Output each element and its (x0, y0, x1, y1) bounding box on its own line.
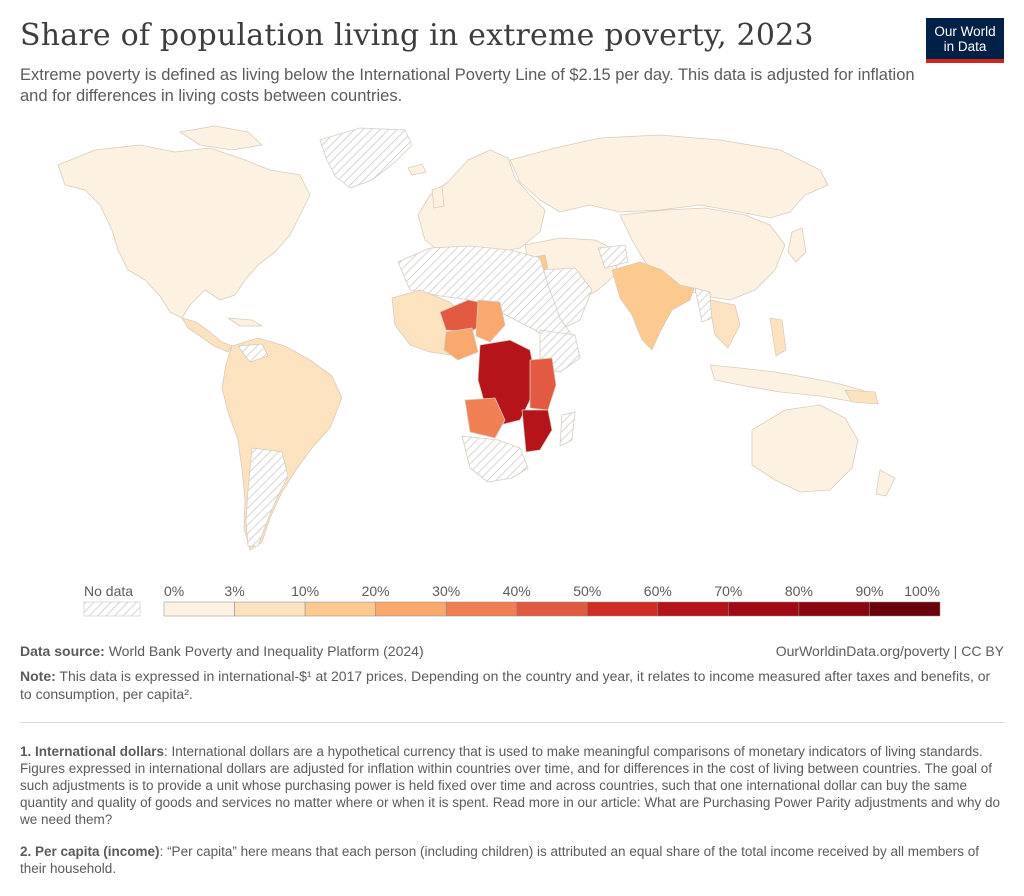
region-canadian-islands[interactable] (179, 125, 263, 151)
owid-logo[interactable]: Our World in Data (926, 18, 1004, 63)
footnote-1: 1. International dollars: International … (20, 743, 1005, 828)
region-japan[interactable] (787, 227, 807, 263)
legend-no-data-swatch (83, 601, 141, 617)
note-label: Note: (20, 668, 56, 684)
note: Note: This data is expressed in internat… (20, 667, 1005, 703)
legend-tick-label: 60% (644, 583, 672, 599)
legend-tick-label: 70% (714, 583, 742, 599)
legend-tick-label: 100% (904, 583, 940, 599)
region-russia[interactable] (509, 134, 829, 219)
logo-line-2: in Data (943, 39, 987, 54)
region-myanmar[interactable] (694, 287, 713, 323)
region-afghanistan[interactable] (597, 244, 629, 269)
region-southern-africa[interactable] (461, 435, 529, 483)
footnote-2: 2. Per capita (income): “Per capita” her… (20, 843, 1005, 877)
region-indonesia[interactable] (709, 364, 869, 403)
legend-tick-label: 20% (362, 583, 390, 599)
footnote-1-text: : International dollars are a hypothetic… (20, 744, 1001, 827)
legend-no-data-label: No data (84, 583, 133, 599)
footnote-2-label: 2. Per capita (income) (20, 844, 160, 859)
credit-link[interactable]: OurWorldinData.org/poverty | CC BY (775, 643, 1004, 659)
region-iceland[interactable] (407, 163, 427, 176)
note-text: This data is expressed in international-… (20, 668, 991, 702)
region-south-america[interactable] (221, 337, 343, 551)
source-text[interactable]: World Bank Poverty and Inequality Platfo… (108, 643, 424, 659)
region-angola[interactable] (464, 397, 506, 439)
data-source: Data source: World Bank Poverty and Ineq… (20, 643, 424, 659)
divider (20, 722, 1005, 723)
legend-tick-label: 90% (855, 583, 883, 599)
region-new-zealand[interactable] (875, 469, 896, 497)
region-east-africa[interactable] (529, 357, 557, 411)
legend-bin-1[interactable] (234, 601, 306, 617)
legend-bin-5[interactable] (516, 601, 588, 617)
region-uk[interactable] (431, 185, 445, 209)
region-india[interactable] (611, 261, 695, 351)
legend-bin-9[interactable] (798, 601, 870, 617)
legend-tick-label: 80% (785, 583, 813, 599)
color-legend: No data 0% 3% 10% 20% 30% 40% 50% 60% 70% 80% 90% 1… (83, 583, 941, 617)
region-madagascar[interactable] (559, 411, 576, 447)
legend-bin-8[interactable] (728, 601, 800, 617)
region-central-america[interactable] (181, 317, 233, 353)
legend-bin-4[interactable] (445, 601, 517, 617)
legend-bin-6[interactable] (587, 601, 659, 617)
region-nigeria[interactable] (443, 327, 479, 361)
region-chad[interactable] (475, 299, 506, 343)
region-greenland[interactable] (319, 127, 413, 189)
legend-bin-0[interactable] (163, 601, 235, 617)
region-venezuela[interactable] (237, 343, 269, 363)
region-australia[interactable] (751, 404, 859, 493)
footnote-1-label: 1. International dollars (20, 744, 165, 759)
chart-subtitle: Extreme poverty is defined as living bel… (20, 66, 915, 105)
legend-bin-10[interactable] (869, 601, 941, 617)
legend-tick-label: 40% (503, 583, 531, 599)
legend-tick-label: 50% (573, 583, 601, 599)
region-north-america[interactable] (57, 144, 311, 319)
legend-bin-3[interactable] (375, 601, 447, 617)
region-caribbean[interactable] (227, 317, 263, 327)
region-philippines[interactable] (769, 317, 787, 357)
source-label: Data source: (20, 643, 105, 659)
legend-tick-label: 10% (291, 583, 319, 599)
footnote-2-text: : “Per capita” here means that each pers… (20, 844, 979, 876)
region-papua-new-guinea[interactable] (844, 389, 879, 405)
legend-tick-label: 3% (224, 583, 244, 599)
legend-tick-label: 30% (432, 583, 460, 599)
region-argentina[interactable] (245, 447, 289, 547)
region-mozambique[interactable] (521, 409, 553, 453)
legend-bin-2[interactable] (304, 601, 376, 617)
legend-bin-7[interactable] (657, 601, 729, 617)
world-map[interactable] (0, 120, 1024, 560)
legend-tick-label: 0% (164, 583, 184, 599)
region-southeast-asia[interactable] (709, 299, 741, 349)
logo-line-1: Our World (934, 24, 996, 39)
chart-title: Share of population living in extreme po… (20, 18, 814, 53)
